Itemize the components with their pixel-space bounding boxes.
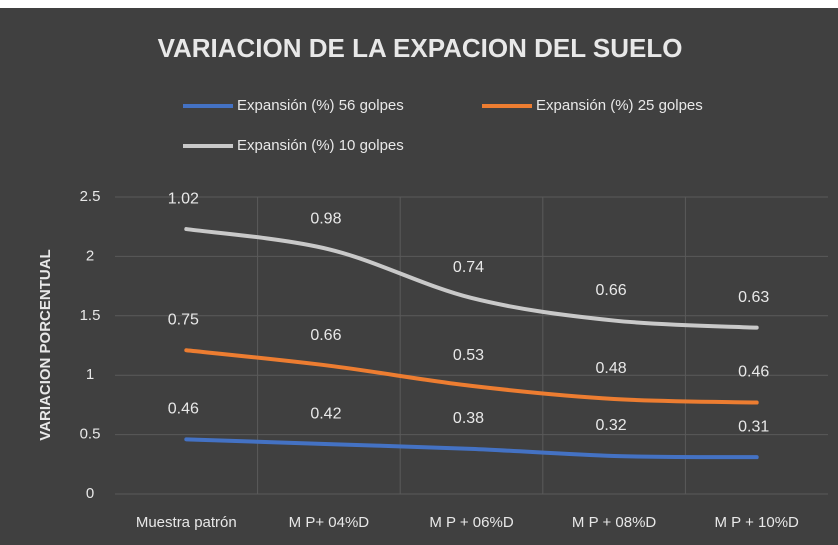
data-label: 0.38 xyxy=(453,410,484,427)
top-strip xyxy=(0,0,838,8)
legend-label: Expansión (%) 56 golpes xyxy=(237,97,404,114)
chart-title: VARIACION DE LA EXPACION DEL SUELO xyxy=(158,33,683,63)
y-tick-label: 1.5 xyxy=(80,307,101,324)
data-label: 0.46 xyxy=(168,401,199,418)
data-label: 1.02 xyxy=(168,190,199,207)
data-label: 0.75 xyxy=(168,311,199,328)
data-label: 0.63 xyxy=(738,289,769,306)
legend-label: Expansión (%) 10 golpes xyxy=(237,137,404,154)
data-label: 0.48 xyxy=(596,360,627,377)
x-tick-label: M P + 08%D xyxy=(572,514,657,531)
data-label: 0.66 xyxy=(596,282,627,299)
x-tick-label: M P+ 04%D xyxy=(289,514,370,531)
y-tick-label: 0.5 xyxy=(80,426,101,443)
data-label: 0.74 xyxy=(453,259,484,276)
data-label: 0.46 xyxy=(738,364,769,381)
series-line xyxy=(184,348,759,405)
data-label: 0.31 xyxy=(738,418,769,435)
x-tick-label: Muestra patrón xyxy=(136,514,237,531)
series-line xyxy=(184,437,759,460)
series-line xyxy=(184,227,759,330)
y-axis-title: VARIACION PORCENTUAL xyxy=(37,249,54,440)
y-tick-label: 2.5 xyxy=(80,188,101,205)
x-tick-label: M P + 10%D xyxy=(715,514,800,531)
y-tick-label: 2 xyxy=(86,247,94,264)
data-label: 0.42 xyxy=(310,405,341,422)
data-label: 0.53 xyxy=(453,347,484,364)
x-tick-label: M P + 06%D xyxy=(429,514,514,531)
y-tick-label: 1 xyxy=(86,366,94,383)
legend-label: Expansión (%) 25 golpes xyxy=(536,97,703,114)
data-label: 0.66 xyxy=(310,327,341,344)
y-tick-label: 0 xyxy=(86,485,94,502)
data-label: 0.98 xyxy=(310,210,341,227)
data-label: 0.32 xyxy=(596,417,627,434)
